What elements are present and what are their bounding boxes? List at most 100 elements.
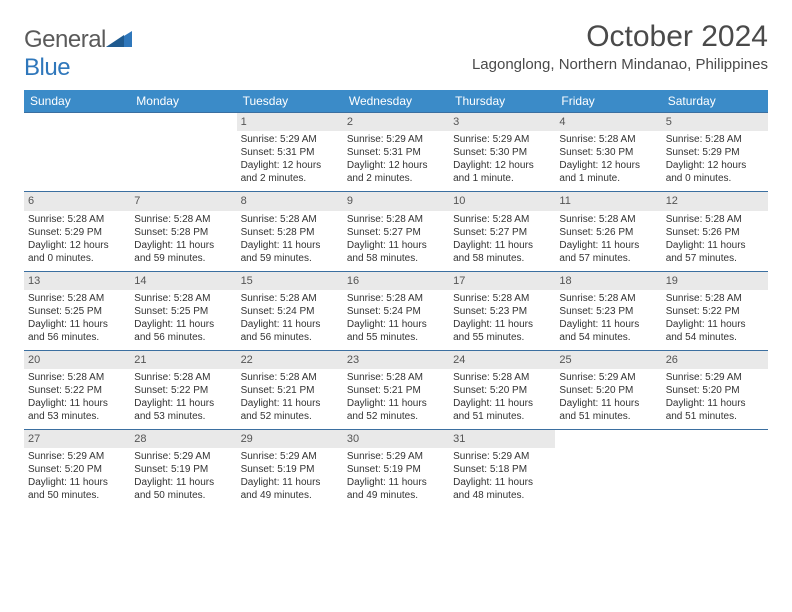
location: Lagonglong, Northern Mindanao, Philippin… xyxy=(472,56,768,73)
brand-part1: General xyxy=(24,26,106,53)
daylight-line: Daylight: 11 hours and 58 minutes. xyxy=(347,239,445,265)
calendar-row: 6Sunrise: 5:28 AMSunset: 5:29 PMDaylight… xyxy=(24,192,768,271)
day-body: Sunrise: 5:28 AMSunset: 5:22 PMDaylight:… xyxy=(662,290,768,350)
calendar-cell: 16Sunrise: 5:28 AMSunset: 5:24 PMDayligh… xyxy=(343,271,449,350)
calendar-cell: 23Sunrise: 5:28 AMSunset: 5:21 PMDayligh… xyxy=(343,350,449,429)
daylight-line: Daylight: 11 hours and 52 minutes. xyxy=(347,397,445,423)
day-number: 8 xyxy=(237,192,343,210)
day-body: Sunrise: 5:29 AMSunset: 5:30 PMDaylight:… xyxy=(449,131,555,191)
daylight-line: Daylight: 11 hours and 57 minutes. xyxy=(559,239,657,265)
day-body: Sunrise: 5:28 AMSunset: 5:22 PMDaylight:… xyxy=(24,369,130,429)
brand-name: GeneralBlue xyxy=(24,26,132,82)
weekday-header: Sunday xyxy=(24,90,130,113)
day-body: Sunrise: 5:28 AMSunset: 5:24 PMDaylight:… xyxy=(237,290,343,350)
calendar-row: ....1Sunrise: 5:29 AMSunset: 5:31 PMDayl… xyxy=(24,113,768,192)
calendar-cell: 2Sunrise: 5:29 AMSunset: 5:31 PMDaylight… xyxy=(343,113,449,192)
sunset-line: Sunset: 5:23 PM xyxy=(453,305,551,318)
day-body: Sunrise: 5:28 AMSunset: 5:27 PMDaylight:… xyxy=(449,211,555,271)
day-body: Sunrise: 5:28 AMSunset: 5:29 PMDaylight:… xyxy=(662,131,768,191)
day-body: Sunrise: 5:28 AMSunset: 5:21 PMDaylight:… xyxy=(237,369,343,429)
title-block: October 2024 Lagonglong, Northern Mindan… xyxy=(472,20,768,73)
day-body: Sunrise: 5:28 AMSunset: 5:30 PMDaylight:… xyxy=(555,131,661,191)
daylight-line: Daylight: 11 hours and 49 minutes. xyxy=(347,476,445,502)
header: GeneralBlue October 2024 Lagonglong, Nor… xyxy=(24,20,768,82)
sunrise-line: Sunrise: 5:29 AM xyxy=(241,133,339,146)
calendar-cell: 6Sunrise: 5:28 AMSunset: 5:29 PMDaylight… xyxy=(24,192,130,271)
daylight-line: Daylight: 12 hours and 2 minutes. xyxy=(241,159,339,185)
daylight-line: Daylight: 11 hours and 59 minutes. xyxy=(134,239,232,265)
sunrise-line: Sunrise: 5:29 AM xyxy=(347,450,445,463)
daylight-line: Daylight: 11 hours and 55 minutes. xyxy=(453,318,551,344)
day-number: 21 xyxy=(130,351,236,369)
calendar-body: ....1Sunrise: 5:29 AMSunset: 5:31 PMDayl… xyxy=(24,113,768,509)
day-body: Sunrise: 5:28 AMSunset: 5:22 PMDaylight:… xyxy=(130,369,236,429)
daylight-line: Daylight: 11 hours and 54 minutes. xyxy=(559,318,657,344)
day-number: 16 xyxy=(343,272,449,290)
daylight-line: Daylight: 11 hours and 52 minutes. xyxy=(241,397,339,423)
calendar-cell: 15Sunrise: 5:28 AMSunset: 5:24 PMDayligh… xyxy=(237,271,343,350)
calendar-cell: 11Sunrise: 5:28 AMSunset: 5:26 PMDayligh… xyxy=(555,192,661,271)
calendar-cell: 14Sunrise: 5:28 AMSunset: 5:25 PMDayligh… xyxy=(130,271,236,350)
sunset-line: Sunset: 5:30 PM xyxy=(453,146,551,159)
day-body: Sunrise: 5:28 AMSunset: 5:23 PMDaylight:… xyxy=(555,290,661,350)
day-body: Sunrise: 5:28 AMSunset: 5:25 PMDaylight:… xyxy=(130,290,236,350)
sunset-line: Sunset: 5:31 PM xyxy=(347,146,445,159)
sunset-line: Sunset: 5:19 PM xyxy=(241,463,339,476)
day-number: 19 xyxy=(662,272,768,290)
sunset-line: Sunset: 5:24 PM xyxy=(241,305,339,318)
sunrise-line: Sunrise: 5:29 AM xyxy=(453,133,551,146)
calendar-cell: 5Sunrise: 5:28 AMSunset: 5:29 PMDaylight… xyxy=(662,113,768,192)
daylight-line: Daylight: 12 hours and 0 minutes. xyxy=(28,239,126,265)
day-body: Sunrise: 5:28 AMSunset: 5:28 PMDaylight:… xyxy=(237,211,343,271)
day-number: 1 xyxy=(237,113,343,131)
sunrise-line: Sunrise: 5:28 AM xyxy=(453,292,551,305)
day-number: 3 xyxy=(449,113,555,131)
sunset-line: Sunset: 5:28 PM xyxy=(134,226,232,239)
day-body: Sunrise: 5:29 AMSunset: 5:18 PMDaylight:… xyxy=(449,448,555,508)
daylight-line: Daylight: 11 hours and 49 minutes. xyxy=(241,476,339,502)
sunset-line: Sunset: 5:25 PM xyxy=(28,305,126,318)
day-body: Sunrise: 5:28 AMSunset: 5:21 PMDaylight:… xyxy=(343,369,449,429)
day-body: Sunrise: 5:29 AMSunset: 5:19 PMDaylight:… xyxy=(343,448,449,508)
sunset-line: Sunset: 5:27 PM xyxy=(453,226,551,239)
calendar-cell: 27Sunrise: 5:29 AMSunset: 5:20 PMDayligh… xyxy=(24,430,130,509)
sunset-line: Sunset: 5:22 PM xyxy=(666,305,764,318)
sunset-line: Sunset: 5:31 PM xyxy=(241,146,339,159)
calendar-cell: 18Sunrise: 5:28 AMSunset: 5:23 PMDayligh… xyxy=(555,271,661,350)
daylight-line: Daylight: 11 hours and 53 minutes. xyxy=(28,397,126,423)
sunrise-line: Sunrise: 5:28 AM xyxy=(453,371,551,384)
day-number: 30 xyxy=(343,430,449,448)
day-number: 11 xyxy=(555,192,661,210)
day-number: 20 xyxy=(24,351,130,369)
day-body: Sunrise: 5:28 AMSunset: 5:23 PMDaylight:… xyxy=(449,290,555,350)
sunset-line: Sunset: 5:30 PM xyxy=(559,146,657,159)
day-body: Sunrise: 5:28 AMSunset: 5:28 PMDaylight:… xyxy=(130,211,236,271)
weekday-header: Wednesday xyxy=(343,90,449,113)
calendar-cell: .. xyxy=(555,430,661,509)
day-number: 15 xyxy=(237,272,343,290)
calendar-cell: 19Sunrise: 5:28 AMSunset: 5:22 PMDayligh… xyxy=(662,271,768,350)
daylight-line: Daylight: 11 hours and 50 minutes. xyxy=(28,476,126,502)
sunset-line: Sunset: 5:22 PM xyxy=(28,384,126,397)
sunrise-line: Sunrise: 5:28 AM xyxy=(241,371,339,384)
sunset-line: Sunset: 5:28 PM xyxy=(241,226,339,239)
daylight-line: Daylight: 11 hours and 55 minutes. xyxy=(347,318,445,344)
calendar-cell: 4Sunrise: 5:28 AMSunset: 5:30 PMDaylight… xyxy=(555,113,661,192)
brand-part2: Blue xyxy=(24,54,70,81)
calendar-cell: 9Sunrise: 5:28 AMSunset: 5:27 PMDaylight… xyxy=(343,192,449,271)
sunset-line: Sunset: 5:20 PM xyxy=(666,384,764,397)
calendar-cell: 3Sunrise: 5:29 AMSunset: 5:30 PMDaylight… xyxy=(449,113,555,192)
calendar-cell: 30Sunrise: 5:29 AMSunset: 5:19 PMDayligh… xyxy=(343,430,449,509)
brand-logo: GeneralBlue xyxy=(24,20,132,82)
day-number: 29 xyxy=(237,430,343,448)
sunrise-line: Sunrise: 5:29 AM xyxy=(559,371,657,384)
sunrise-line: Sunrise: 5:28 AM xyxy=(559,213,657,226)
calendar-cell: 28Sunrise: 5:29 AMSunset: 5:19 PMDayligh… xyxy=(130,430,236,509)
calendar-cell: 24Sunrise: 5:28 AMSunset: 5:20 PMDayligh… xyxy=(449,350,555,429)
month-title: October 2024 xyxy=(472,20,768,54)
day-body: Sunrise: 5:29 AMSunset: 5:20 PMDaylight:… xyxy=(555,369,661,429)
day-number: 14 xyxy=(130,272,236,290)
day-number: 23 xyxy=(343,351,449,369)
calendar-cell: 26Sunrise: 5:29 AMSunset: 5:20 PMDayligh… xyxy=(662,350,768,429)
calendar-cell: 22Sunrise: 5:28 AMSunset: 5:21 PMDayligh… xyxy=(237,350,343,429)
